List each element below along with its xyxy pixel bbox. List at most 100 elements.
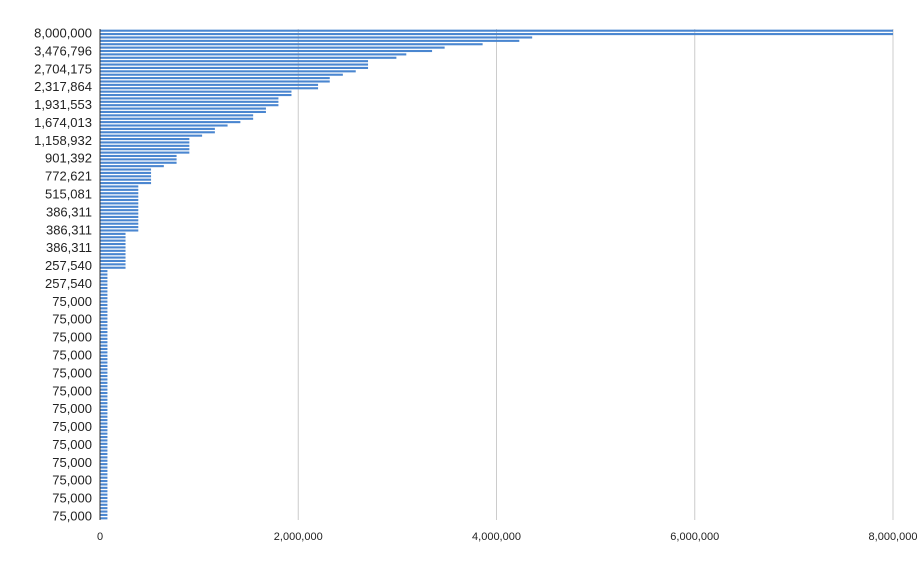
bar	[100, 419, 108, 422]
bar	[100, 77, 330, 80]
bar	[100, 151, 190, 154]
bar	[100, 286, 108, 290]
y-tick-label: 2,317,864	[34, 79, 92, 94]
y-tick-label: 75,000	[52, 330, 92, 345]
y-tick-label: 75,000	[52, 312, 92, 327]
bar	[100, 87, 319, 90]
y-tick-label: 75,000	[52, 473, 92, 488]
x-tick-label: 4,000,000	[472, 531, 521, 543]
bar	[100, 398, 108, 401]
bar	[100, 507, 108, 510]
bar	[100, 154, 177, 158]
bar	[100, 500, 108, 503]
bar	[100, 513, 108, 516]
bar	[100, 503, 108, 506]
bar	[100, 331, 108, 334]
bar	[100, 219, 139, 222]
bar	[100, 138, 190, 141]
bar	[100, 222, 139, 225]
bar	[100, 496, 108, 500]
bar	[100, 381, 108, 384]
y-tick-label: 75,000	[52, 401, 92, 416]
bar	[100, 253, 126, 256]
bar	[100, 259, 126, 263]
bar	[100, 226, 139, 229]
bar	[100, 232, 126, 235]
bar	[100, 412, 108, 415]
bar	[100, 49, 433, 53]
bar	[100, 320, 108, 323]
y-tick-label: 75,000	[52, 455, 92, 470]
x-tick-label: 6,000,000	[670, 531, 719, 543]
x-tick-label: 2,000,000	[274, 531, 323, 543]
y-tick-label: 386,311	[46, 222, 92, 237]
y-tick-label: 1,674,013	[34, 115, 92, 130]
bar	[100, 385, 108, 388]
x-axis-ticks: 0 2,000,000 4,000,000 6,000,000 8,000,000	[97, 531, 918, 543]
bar	[100, 229, 139, 232]
y-tick-label: 8,000,000	[34, 26, 92, 41]
bar	[100, 263, 126, 266]
bar	[100, 446, 108, 449]
bar	[100, 337, 108, 340]
y-tick-label: 75,000	[52, 437, 92, 452]
bar	[100, 344, 108, 347]
bar	[100, 371, 108, 374]
gridlines	[297, 29, 894, 520]
y-tick-label: 1,158,932	[34, 133, 92, 148]
bar	[100, 324, 108, 327]
bar	[100, 405, 108, 408]
bar	[100, 361, 108, 364]
bar	[100, 148, 190, 151]
bar	[100, 283, 108, 286]
bar	[100, 175, 152, 178]
bar	[100, 93, 292, 97]
bar	[100, 43, 483, 46]
bar	[100, 314, 108, 317]
bar	[100, 476, 108, 479]
y-tick-label: 75,000	[52, 348, 92, 363]
bar	[100, 110, 266, 114]
bar	[100, 463, 108, 466]
bar	[100, 188, 139, 191]
bar	[100, 402, 108, 405]
bar	[100, 442, 108, 445]
bar	[100, 425, 108, 428]
bar	[100, 273, 108, 276]
bar	[100, 449, 108, 452]
y-tick-label: 3,476,796	[34, 43, 92, 58]
bar	[100, 310, 108, 313]
y-tick-label: 901,392	[45, 151, 92, 166]
y-tick-label: 772,621	[45, 169, 92, 184]
bar	[100, 127, 215, 130]
bar	[100, 29, 893, 32]
bar	[100, 209, 139, 212]
bar	[100, 66, 369, 69]
bar	[100, 341, 108, 344]
bar	[100, 452, 108, 456]
bar	[100, 297, 108, 300]
bar	[100, 307, 108, 310]
bar	[100, 280, 108, 283]
bar	[100, 290, 108, 293]
bar	[100, 178, 152, 181]
bar	[100, 317, 108, 320]
bar	[100, 182, 152, 185]
bar	[100, 124, 228, 127]
bar	[100, 70, 356, 73]
bar	[100, 456, 108, 459]
bar	[100, 192, 139, 195]
bar	[100, 466, 108, 469]
bar	[100, 422, 108, 425]
bar	[100, 104, 279, 107]
bar	[100, 435, 108, 439]
bar	[100, 480, 108, 483]
bar	[100, 432, 108, 435]
bar	[100, 364, 108, 367]
x-tick-label: 8,000,000	[869, 531, 918, 543]
bar	[100, 459, 108, 462]
bar	[100, 270, 108, 273]
bar	[100, 36, 533, 39]
y-tick-label: 75,000	[52, 509, 92, 524]
